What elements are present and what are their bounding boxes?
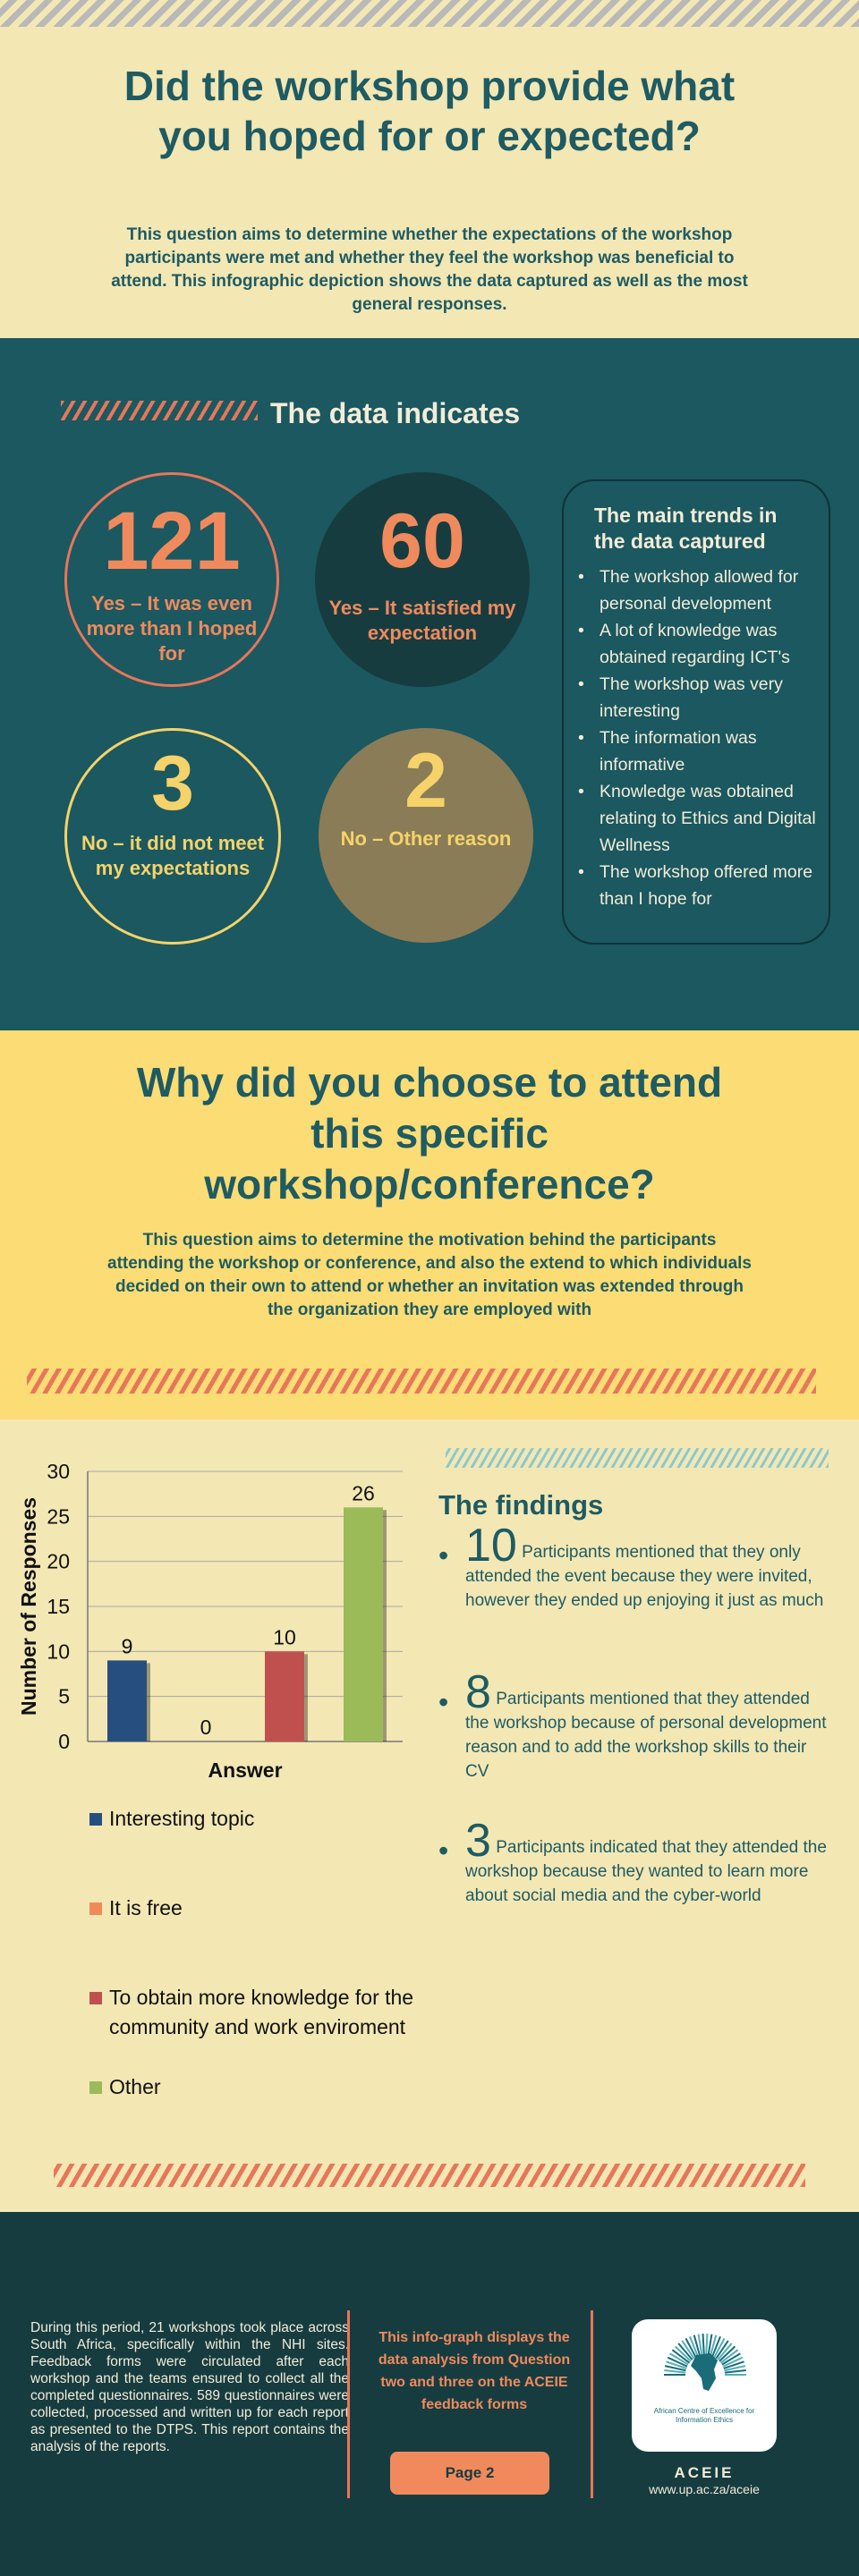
- expectation-description: This question aims to determine whether …: [111, 225, 748, 314]
- hatch-decoration: [61, 401, 258, 420]
- org-url[interactable]: www.up.ac.za/aceie: [649, 2482, 760, 2496]
- legend-swatch: [89, 1902, 102, 1915]
- data-label: 26: [352, 1481, 375, 1504]
- finding-number: 10: [465, 1520, 517, 1572]
- legend-label: It is free: [109, 1896, 183, 1919]
- finding-text: 8 Participants mentioned that they atten…: [465, 1669, 832, 1784]
- chart-findings-section: 0 5 10 15 20 25 30 9 0 10 26 Answer Number of Respon…: [0, 1419, 859, 2212]
- motivation-description: This question aims to determine the moti…: [107, 1231, 752, 1319]
- y-tick-label: 10: [47, 1640, 70, 1663]
- legend-item: To obtain more knowledge for the communi…: [89, 1983, 430, 2042]
- legend-label: To obtain more knowledge for the communi…: [109, 1986, 414, 2038]
- data-label: 10: [273, 1625, 296, 1648]
- trend-item: The workshop was very interesting: [573, 671, 823, 724]
- y-tick-label: 25: [47, 1504, 70, 1528]
- finding-text: 10 Participants mentioned that they only…: [465, 1522, 832, 1613]
- main-trends-list: The workshop allowed for personal develo…: [573, 564, 823, 912]
- finding-number: 8: [465, 1666, 491, 1718]
- trend-item: A lot of knowledge was obtained regardin…: [573, 617, 823, 671]
- stat-circle-yes-satisfied: 60 Yes – It satisfied my expectation: [315, 472, 530, 687]
- bullet-icon: •: [438, 1539, 449, 1572]
- hatch-decoration: [446, 1448, 829, 1468]
- top-stripe: [0, 0, 859, 27]
- legend-label: Interesting topic: [109, 1807, 255, 1830]
- motivation-title: Why did you choose to attend this specif…: [136, 1059, 723, 1208]
- data-label: 0: [200, 1716, 212, 1739]
- stat-circle-yes-more: 121 Yes – It was even more than I hoped …: [64, 472, 279, 687]
- bar-chart-svg: 0 5 10 15 20 25 30 9 0 10 26 Answer Number of Respon…: [17, 1460, 403, 1782]
- y-tick-label: 15: [47, 1595, 70, 1618]
- y-tick-label: 0: [58, 1730, 70, 1753]
- legend-label: Other: [109, 2075, 161, 2098]
- logo-text: African Centre of Excellence for Informa…: [653, 2407, 755, 2424]
- main-trends-title: The main trends in the data captured: [594, 504, 778, 553]
- responses-bar-chart: 0 5 10 15 20 25 30 9 0 10 26 Answer Number of Respon…: [0, 1419, 438, 1795]
- finding-description: Participants mentioned that they attende…: [465, 1690, 827, 1781]
- x-axis-title: Answer: [208, 1758, 282, 1782]
- finding-description: Participants indicated that they attende…: [465, 1838, 827, 1905]
- trend-item: The information was informative: [573, 724, 823, 778]
- y-tick-label: 20: [47, 1550, 70, 1573]
- stat-label: Yes – It satisfied my expectation: [328, 597, 516, 644]
- stat-number: 121: [103, 496, 241, 587]
- stat-label: Yes – It was even more than I hoped for: [86, 592, 258, 665]
- stat-number: 3: [151, 741, 194, 826]
- findings-title: The findings: [438, 1489, 604, 1521]
- legend-swatch: [89, 1992, 102, 2004]
- main-trends-box: The main trends in the data captured The…: [562, 479, 830, 945]
- legend-item: It is free: [89, 1894, 430, 1923]
- data-indicates-header: The data indicates: [270, 397, 521, 429]
- expectation-title: Did the workshop provide what you hoped …: [123, 63, 736, 159]
- org-name: ACEIE: [674, 2464, 735, 2481]
- africa-sunburst-icon: [664, 2334, 746, 2391]
- y-axis-title: Number of Responses: [17, 1497, 40, 1716]
- y-tick-label: 30: [47, 1460, 70, 1483]
- legend-swatch: [89, 2081, 102, 2094]
- trend-item: The workshop allowed for personal develo…: [573, 564, 823, 617]
- stat-label: No – Other reason: [340, 827, 512, 850]
- divider: [591, 2310, 593, 2498]
- trend-item: Knowledge was obtained relating to Ethic…: [573, 778, 823, 859]
- data-label: 9: [122, 1634, 133, 1657]
- stat-number: 60: [379, 498, 465, 584]
- data-indicates-section: The data indicates 121 Yes – It was even…: [0, 338, 859, 1030]
- finding-number: 3: [465, 1815, 491, 1867]
- stat-number: 2: [404, 738, 447, 824]
- hatch-decoration: [27, 1368, 816, 1394]
- y-tick-label: 5: [58, 1685, 70, 1708]
- motivation-section: Why did you choose to attend this specif…: [0, 1030, 859, 1419]
- expectation-section: Did the workshop provide what you hoped …: [0, 27, 859, 338]
- divider: [347, 2310, 350, 2498]
- hatch-decoration: [54, 2164, 805, 2187]
- bullet-icon: •: [438, 1835, 449, 1867]
- bar: [344, 1507, 383, 1741]
- bar: [107, 1660, 147, 1741]
- stat-circle-no-not-met: 3 No – it did not meet my expectations: [64, 728, 281, 945]
- footer-about-text: During this period, 21 workshops took pl…: [30, 2320, 349, 2454]
- footer: During this period, 21 workshops took pl…: [0, 2212, 859, 2576]
- bullet-icon: •: [438, 1686, 449, 1718]
- aceie-logo: African Centre of Excellence for Informa…: [632, 2319, 777, 2452]
- bar: [265, 1651, 304, 1741]
- legend-swatch: [89, 1813, 102, 1826]
- legend-item: Other: [89, 2072, 430, 2102]
- page-number-button[interactable]: Page 2: [390, 2452, 549, 2495]
- stat-circle-no-other: 2 No – Other reason: [319, 728, 533, 943]
- stat-label: No – it did not meet my expectations: [81, 832, 265, 879]
- footer-info-text: This info-graph displays the data analys…: [378, 2330, 571, 2412]
- legend-item: Interesting topic: [89, 1804, 430, 1834]
- finding-text: 3 Participants indicated that they atten…: [465, 1818, 832, 1908]
- finding-description: Participants mentioned that they only at…: [465, 1543, 824, 1610]
- trend-item: The workshop offered more than I hope fo…: [573, 859, 823, 912]
